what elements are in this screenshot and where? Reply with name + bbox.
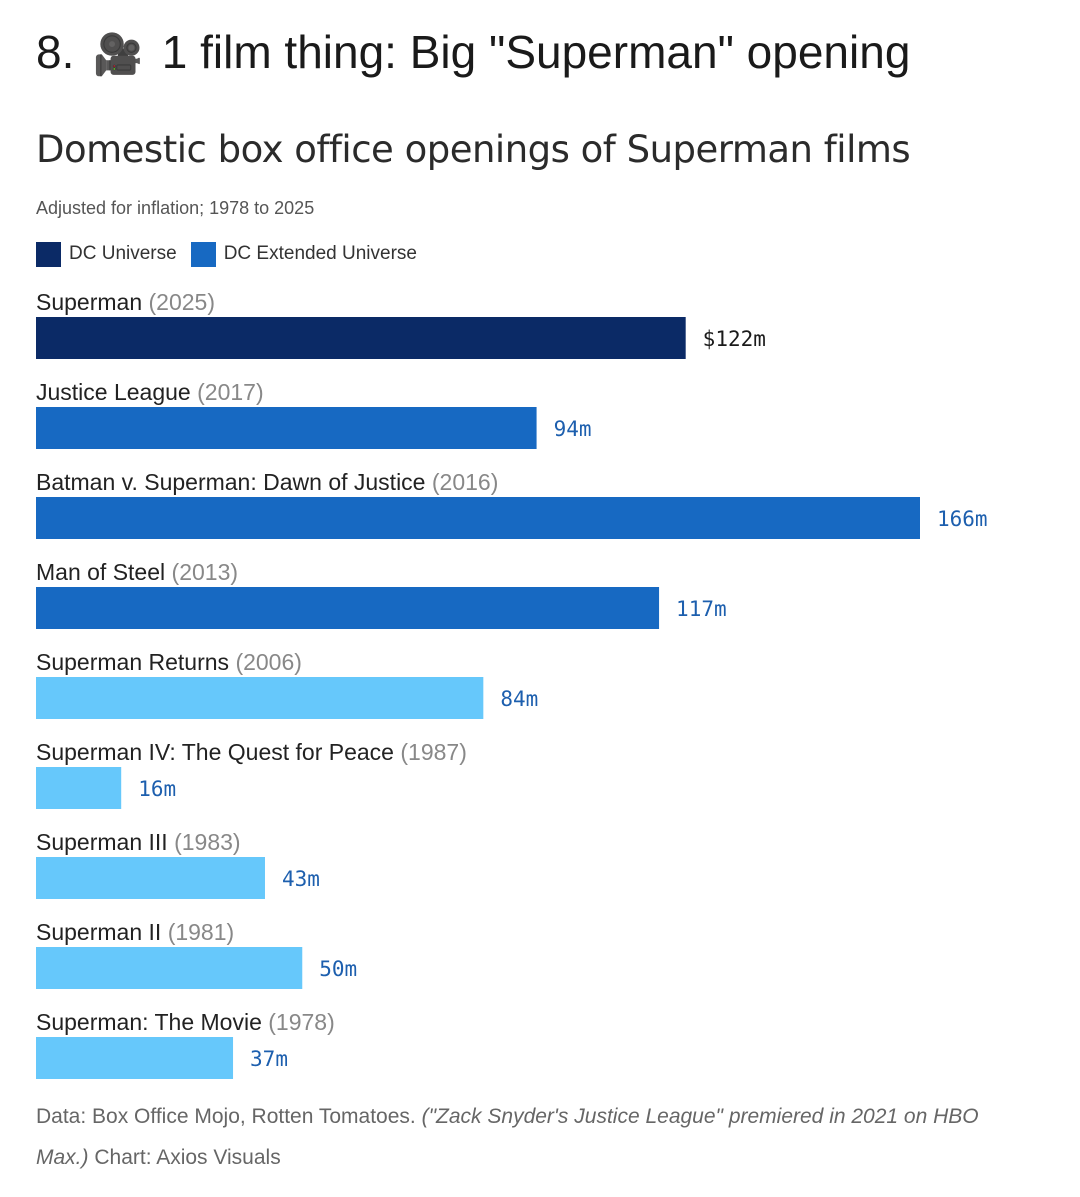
category-year: (1981) [168, 919, 234, 945]
category-title: Superman II [36, 919, 168, 945]
headline-text: 1 film thing: Big "Superman" opening [161, 26, 911, 78]
category-year: (2013) [172, 559, 238, 585]
bar-superman-returns [36, 677, 484, 719]
value-label-superman-iii: 43m [282, 867, 320, 891]
category-year: (1978) [268, 1009, 334, 1035]
category-year: (1987) [400, 739, 466, 765]
bar-superman-iv-the-quest-for-peace [36, 767, 122, 809]
chart-title: Domestic box office openings of Superman… [36, 128, 911, 171]
category-title: Man of Steel [36, 559, 172, 585]
category-label-superman-ii: Superman II (1981) [36, 919, 234, 945]
bar-superman [36, 317, 686, 359]
bar-superman-the-movie [36, 1037, 234, 1079]
category-year: (1983) [174, 829, 240, 855]
legend-label-dc-universe: DC Universe [69, 243, 177, 264]
headline-number: 8. [36, 26, 75, 78]
category-title: Superman: The Movie [36, 1009, 268, 1035]
value-label-batman-v-superman-dawn-of-justice: 166m [937, 507, 988, 531]
legend-swatch-dc-extended-universe [190, 241, 216, 267]
category-label-superman-iv-the-quest-for-peace: Superman IV: The Quest for Peace (1987) [36, 739, 467, 765]
bar-superman-iii [36, 857, 265, 899]
bar-batman-v-superman-dawn-of-justice [36, 497, 920, 539]
category-label-superman-iii: Superman III (1983) [36, 829, 241, 855]
value-label-superman: $122m [703, 327, 766, 351]
legend-label-dc-extended-universe: DC Extended Universe [223, 243, 417, 264]
legend-item-dc-universe: DC Universe [36, 241, 177, 267]
chart-footer: Data: Box Office Mojo, Rotten Tomatoes. … [36, 1096, 1036, 1178]
category-label-superman-the-movie: Superman: The Movie (1978) [36, 1009, 335, 1035]
bar-chart: Superman (2025) $122m Justice League (2017… [36, 289, 988, 1079]
footer-note: ("Zack Snyder's Justice League" premiere… [36, 1105, 979, 1169]
category-title: Superman IV: The Quest for Peace [36, 739, 400, 765]
footer-credit: Chart: Axios Visuals [94, 1146, 281, 1169]
category-title: Batman v. Superman: Dawn of Justice [36, 469, 432, 495]
category-title: Superman Returns [36, 649, 235, 675]
bar-superman-ii [36, 947, 303, 989]
headline: 8. 🎥 1 film thing: Big "Superman" openin… [36, 22, 910, 85]
value-label-superman-ii: 50m [319, 957, 357, 981]
category-title: Justice League [36, 379, 197, 405]
value-label-superman-the-movie: 37m [250, 1047, 288, 1071]
category-year: (2017) [197, 379, 263, 405]
category-label-batman-v-superman-dawn-of-justice: Batman v. Superman: Dawn of Justice (201… [36, 469, 498, 495]
category-year: (2006) [235, 649, 301, 675]
value-label-man-of-steel: 117m [676, 597, 727, 621]
bar-man-of-steel [36, 587, 660, 629]
value-label-justice-league: 94m [554, 417, 592, 441]
category-title: Superman [36, 289, 149, 315]
footer-source: Data: Box Office Mojo, Rotten Tomatoes. [36, 1105, 416, 1128]
movie-camera-icon: 🎥 [93, 32, 143, 78]
category-label-man-of-steel: Man of Steel (2013) [36, 559, 238, 585]
category-year: (2025) [149, 289, 215, 315]
chart-legend: DC Universe DC Extended Universe [36, 240, 431, 268]
category-label-superman: Superman (2025) [36, 289, 215, 315]
category-label-justice-league: Justice League (2017) [36, 379, 264, 405]
category-label-superman-returns: Superman Returns (2006) [36, 649, 302, 675]
value-label-superman-iv-the-quest-for-peace: 16m [138, 777, 176, 801]
value-label-superman-returns: 84m [500, 687, 538, 711]
legend-item-dc-extended-universe: DC Extended Universe [190, 241, 417, 267]
bar-justice-league [36, 407, 537, 449]
category-title: Superman III [36, 829, 174, 855]
category-year: (2016) [432, 469, 498, 495]
chart-subtitle: Adjusted for inflation; 1978 to 2025 [36, 198, 315, 218]
legend-swatch-dc-universe [36, 241, 61, 267]
